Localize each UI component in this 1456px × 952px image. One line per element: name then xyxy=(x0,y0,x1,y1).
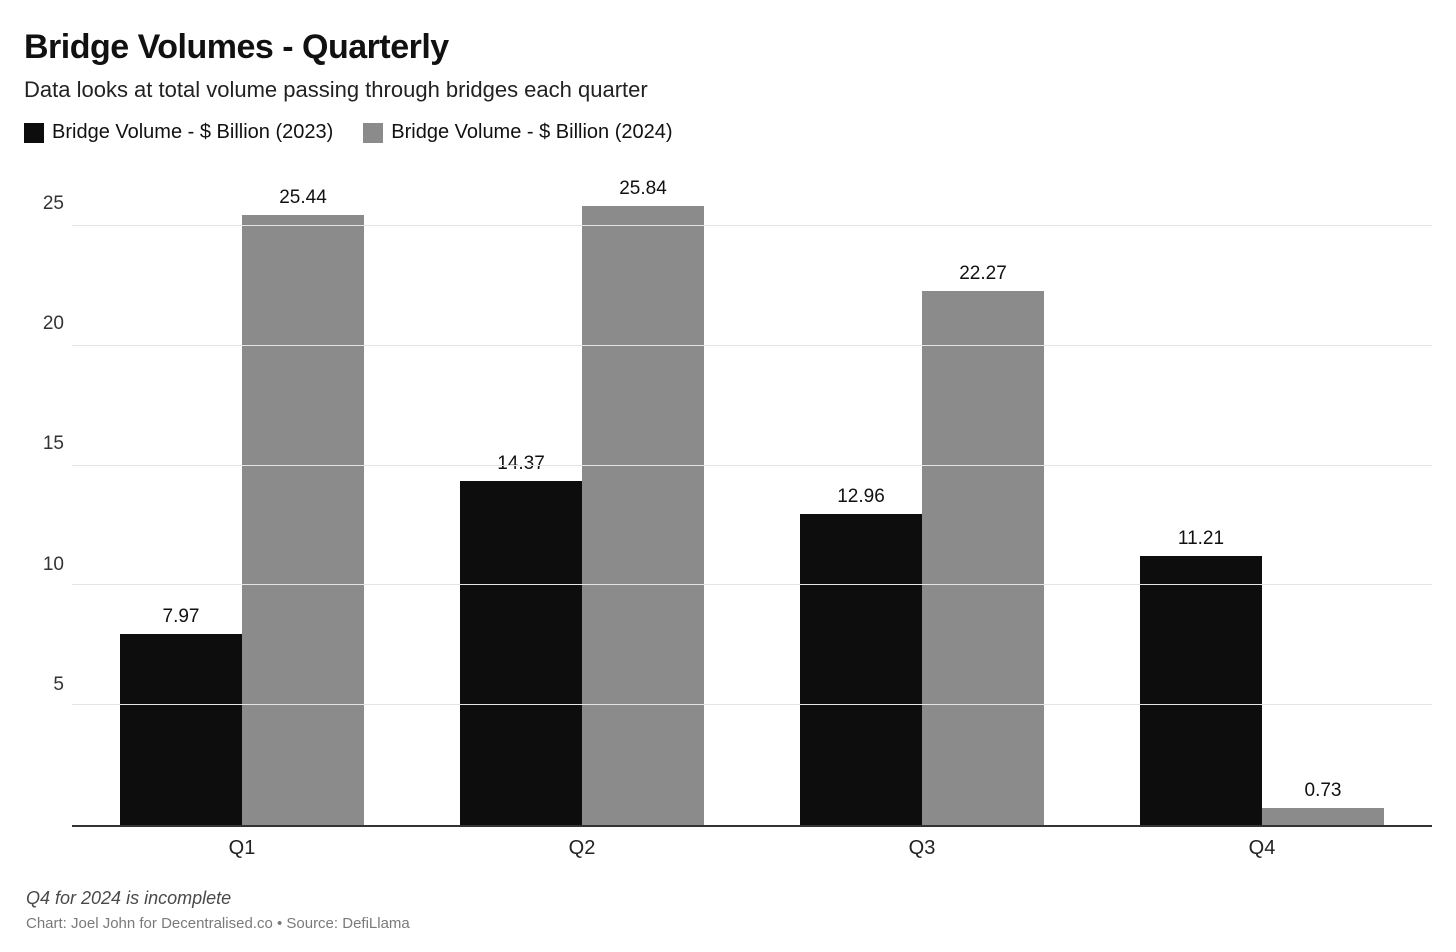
gridline xyxy=(72,345,1432,346)
x-tick-label: Q3 xyxy=(752,827,1092,860)
bar-group: 14.37 25.84 xyxy=(412,154,752,825)
bar-group: 12.96 22.27 xyxy=(752,154,1092,825)
gridline xyxy=(72,704,1432,705)
bar xyxy=(460,481,582,825)
bar-group: 7.97 25.44 xyxy=(72,154,412,825)
attribution: Chart: Joel John for Decentralised.co • … xyxy=(26,915,1432,932)
legend-swatch-2023 xyxy=(24,123,44,143)
gridline xyxy=(72,225,1432,226)
legend-item-2024: Bridge Volume - $ Billion (2024) xyxy=(363,121,672,144)
bar xyxy=(582,206,704,825)
y-tick-label: 20 xyxy=(43,313,64,335)
chart-footer: Q4 for 2024 is incomplete Chart: Joel Jo… xyxy=(26,888,1432,932)
bar xyxy=(1140,556,1262,825)
plot-area: 7.97 25.44 14.37 25.84 12.96 22.27 11.21 0.73 xyxy=(72,154,1432,827)
x-tick-label: Q1 xyxy=(72,827,412,860)
bar-wrap: 22.27 xyxy=(922,154,1044,825)
bar-value-label: 0.73 xyxy=(1305,780,1342,802)
chart-title: Bridge Volumes - Quarterly xyxy=(24,28,1432,67)
y-tick-label: 15 xyxy=(43,433,64,455)
chart-container: Bridge Volumes - Quarterly Data looks at… xyxy=(0,0,1456,952)
bar-value-label: 12.96 xyxy=(837,486,885,508)
bar-value-label: 25.44 xyxy=(279,187,327,209)
bar-wrap: 25.44 xyxy=(242,154,364,825)
legend-label-2023: Bridge Volume - $ Billion (2023) xyxy=(52,121,333,144)
bar-groups: 7.97 25.44 14.37 25.84 12.96 22.27 11.21 0.73 xyxy=(72,154,1432,825)
bar-wrap: 0.73 xyxy=(1262,154,1384,825)
legend-item-2023: Bridge Volume - $ Billion (2023) xyxy=(24,121,333,144)
bar-wrap: 12.96 xyxy=(800,154,922,825)
footnote: Q4 for 2024 is incomplete xyxy=(26,888,1432,909)
bar-group: 11.21 0.73 xyxy=(1092,154,1432,825)
legend: Bridge Volume - $ Billion (2023) Bridge … xyxy=(24,121,1432,144)
x-axis: Q1Q2Q3Q4 xyxy=(72,827,1432,860)
bar-wrap: 7.97 xyxy=(120,154,242,825)
bar xyxy=(242,215,364,825)
legend-swatch-2024 xyxy=(363,123,383,143)
bar xyxy=(800,514,922,825)
y-axis: 5 10 15 20 25 xyxy=(24,154,72,827)
bar xyxy=(922,291,1044,825)
y-tick-label: 5 xyxy=(53,674,64,696)
x-tick-label: Q4 xyxy=(1092,827,1432,860)
bar xyxy=(120,634,242,825)
bar-value-label: 25.84 xyxy=(619,178,667,200)
gridline xyxy=(72,584,1432,585)
bar-wrap: 11.21 xyxy=(1140,154,1262,825)
x-tick-label: Q2 xyxy=(412,827,752,860)
bar xyxy=(1262,808,1384,825)
bar-value-label: 11.21 xyxy=(1178,528,1224,550)
bar-wrap: 25.84 xyxy=(582,154,704,825)
bar-value-label: 7.97 xyxy=(163,606,200,628)
gridline xyxy=(72,465,1432,466)
bar-value-label: 22.27 xyxy=(959,263,1007,285)
legend-label-2024: Bridge Volume - $ Billion (2024) xyxy=(391,121,672,144)
bar-wrap: 14.37 xyxy=(460,154,582,825)
y-tick-label: 10 xyxy=(43,554,64,576)
chart-subtitle: Data looks at total volume passing throu… xyxy=(24,77,1432,103)
y-tick-label: 25 xyxy=(43,193,64,215)
chart-plot-wrap: 510152025 7.9725.4414.3725.8412.9622.271… xyxy=(24,154,1432,827)
